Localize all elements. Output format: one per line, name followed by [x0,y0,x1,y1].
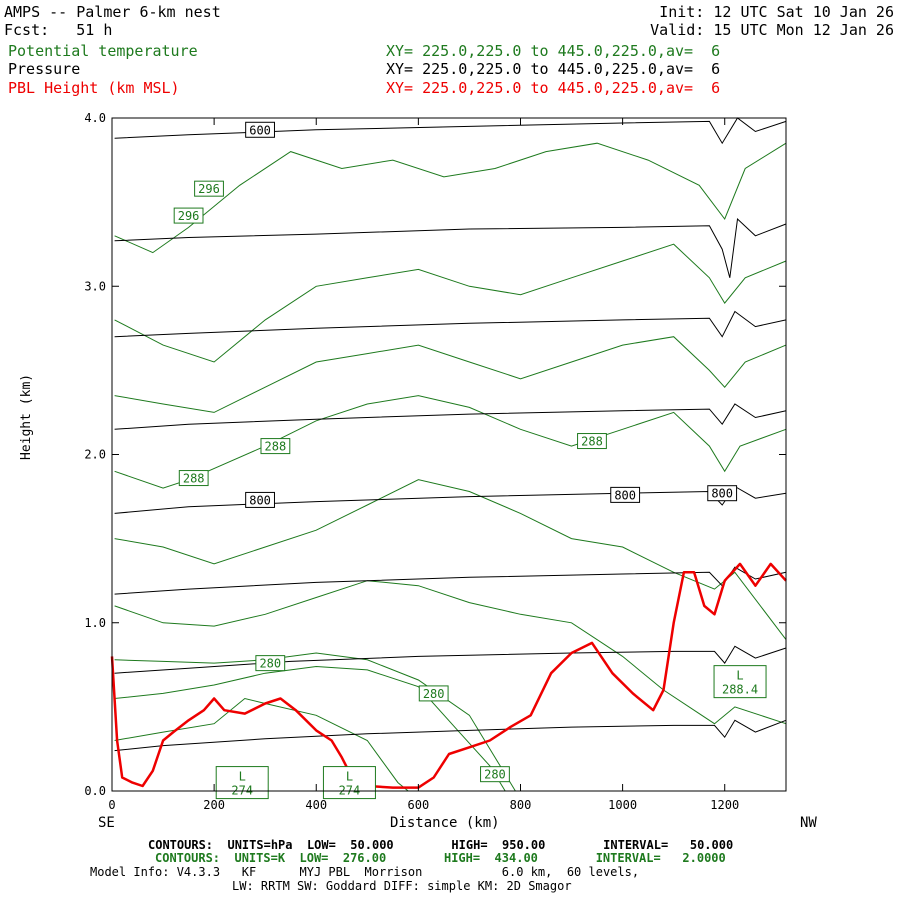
theta-contour-label-box [480,766,510,783]
x-tick-label: 0 [108,798,115,812]
theta-contour-label: 288 [581,435,603,449]
theta-contour-line [114,665,506,792]
pressure-contour-line [114,485,787,514]
footer-theta-contours: CONTOURS: UNITS=K LOW= 276.00 HIGH= 434.… [155,851,726,865]
pbl-height-line [110,562,787,789]
field-theta-name: Potential temperature [8,42,198,60]
pressure-contour-line [114,117,787,145]
pressure-contour-line [114,403,787,430]
pressure-contour-line [114,719,787,752]
pressure-contour-label: 800 [614,488,636,502]
theta-contour-line [114,479,787,640]
field-pressure-name: Pressure [8,60,81,78]
y-tick-label: 1.0 [84,616,106,630]
x-tick-label: 800 [510,798,532,812]
y-axis-title: Height (km) [19,373,34,460]
theta-contour-line [114,243,787,363]
pressure-contour-label-box [245,121,275,138]
chart-title: AMPS -- Palmer 6-km nest [4,3,221,21]
theta-contour-line [114,142,787,254]
pressure-contour-label: 800 [711,487,733,501]
field-pressure-xy: XY= 225.0,225.0 to 445.0,225.0,av= 6 [386,60,721,78]
pressure-contour-label-box [245,491,275,508]
low-marker-box [322,766,376,800]
low-marker-letter: L [736,669,743,683]
low-marker-letter: L [346,770,353,784]
x-right-label: NW [800,815,817,831]
theta-contour-label-box [418,685,449,702]
theta-contour-label-box [577,433,607,450]
theta-contour-line [114,395,787,489]
theta-contour-label: 280 [484,768,506,782]
footer-pressure-contours: CONTOURS: UNITS=hPa LOW= 50.000 HIGH= 95… [148,838,734,852]
y-tick-label: 3.0 [84,279,106,293]
pressure-contour-label-box [610,486,641,503]
x-tick-label: 1000 [608,798,637,812]
pressure-contour-line [114,217,787,278]
theta-contour-label: 280 [259,657,281,671]
pbl-height-series [110,562,787,789]
field-pbl-xy: XY= 225.0,225.0 to 445.0,225.0,av= 6 [386,79,721,97]
pressure-contours [114,117,787,752]
forecast-hour: Fcst: 51 h [4,21,113,39]
x-tick-label: 200 [203,798,225,812]
axes: 0 200 400 600 800 1000 1200 0.0 1.0 2.0 3.0 4.0 [84,111,786,812]
x-tick-label: 600 [408,798,430,812]
pressure-contour-line [114,310,787,338]
low-marker-value: 288.4 [722,683,758,697]
footer-model-info: Model Info: V4.3.3 KF MYJ PBL Morrison 6… [90,865,640,879]
pressure-contour-label-box [707,485,738,502]
footer-physics: LW: RRTM SW: Goddard DIFF: simple KM: 2D… [232,879,572,893]
theta-contour-line [114,652,516,792]
theta-contour-label: 288 [183,472,205,486]
plot-frame [111,117,787,792]
y-tick-label: 4.0 [84,111,106,125]
theta-contour-label: 296 [178,209,200,223]
field-theta-xy: XY= 225.0,225.0 to 445.0,225.0,av= 6 [386,42,721,60]
theta-contour-label-box [194,180,224,197]
low-marker-letter: L [239,770,246,784]
theta-contour-label: 296 [198,182,220,196]
theta-contour-label-box [255,655,286,672]
low-marker-box [215,766,269,800]
theta-contour-label-box [260,438,291,455]
pressure-contour-label: 800 [249,493,271,507]
theta-contour-label: 288 [265,440,287,454]
theta-contour-label-box [178,470,209,487]
low-marker-box [713,665,767,699]
valid-time: Valid: 15 UTC Mon 12 Jan 26 [650,21,894,39]
y-tick-label: 2.0 [84,448,106,462]
x-axis-title: Distance (km) [390,815,500,831]
field-pbl-name: PBL Height (km MSL) [8,79,180,97]
theta-contours [114,142,787,792]
init-time: Init: 12 UTC Sat 10 Jan 26 [659,3,894,21]
theta-contour-label: 280 [423,687,445,701]
pressure-contour-line [114,645,787,674]
pressure-contour-label: 600 [249,123,271,137]
theta-contour-line [114,336,787,413]
x-left-label: SE [98,815,115,831]
x-tick-label: 400 [305,798,327,812]
y-tick-label: 0.0 [84,784,106,798]
theta-contour-label-box [173,207,204,224]
x-tick-label: 1200 [710,798,739,812]
theta-contour-line [114,580,787,725]
